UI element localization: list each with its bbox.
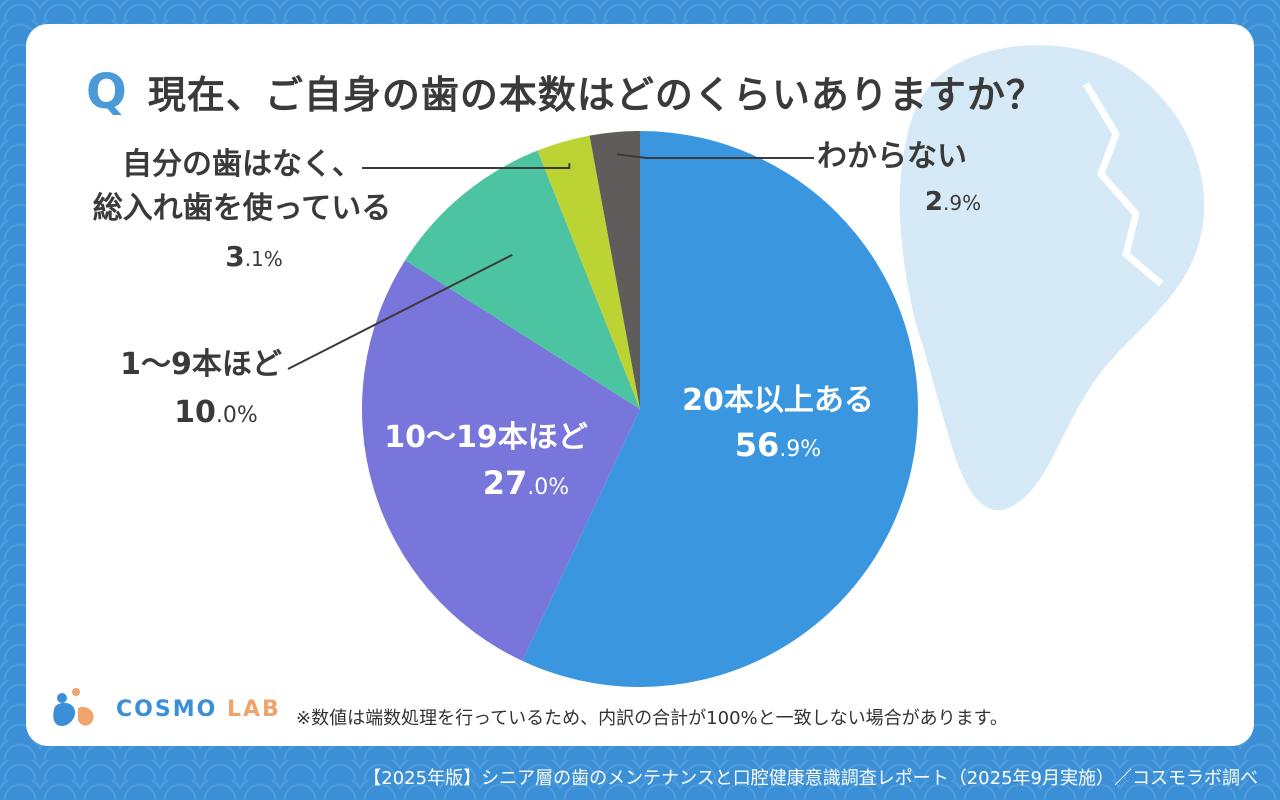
footer-source: 【2025年版】シニア層の歯のメンテナンスと口腔健康意識調査レポート（2025年… [363, 768, 1258, 789]
pie-chart: 20本以上ある 56.9% 10～19本ほど 27.0% 1～9本ほど 10.0% 自分の歯… [93, 131, 981, 687]
slice-label-3-line2: 総入れ歯を使っている [93, 191, 392, 226]
leader-line-4 [616, 153, 814, 159]
leader-line-3 [362, 163, 571, 169]
slice-label-4: わからない [817, 139, 967, 174]
slice-value-2: 10.0% [174, 395, 258, 430]
slice-label-2: 1～9本ほど [120, 347, 282, 382]
slice-label-3-line1: 自分の歯はなく、 [122, 147, 362, 182]
rounding-note: ※数値は端数処理を行っているため、内訳の合計が100%と一致しない場合があります… [296, 708, 1008, 729]
pie-slice-1 [361, 260, 640, 661]
pie-slice-2 [405, 150, 640, 409]
question-text: 現在、ご自身の歯の本数はどのくらいありますか？ [147, 73, 1045, 117]
slice-value-3: 3.1% [225, 240, 283, 273]
slice-value-4: 2.9% [925, 187, 981, 217]
logo-brand: COSMO [116, 696, 218, 722]
logo-wordmark: COSMO LAB [116, 697, 281, 722]
leader-line-2 [287, 253, 513, 370]
slice-label-1: 10～19本ほど [384, 420, 588, 455]
tooth-logo-icon [53, 688, 94, 726]
slice-value-1: 27.0% [483, 464, 569, 502]
question-mark-q: Q [86, 64, 128, 120]
slice-label-0: 20本以上ある [682, 383, 874, 418]
content-card: Q 現在、ご自身の歯の本数はどのくらいありますか？ 20本以上ある 56.9% 10～… [26, 24, 1254, 746]
page-title: Q 現在、ご自身の歯の本数はどのくらいありますか？ [86, 64, 1045, 120]
cosmo-lab-logo: COSMO LAB [48, 686, 281, 732]
tooth-background-icon [899, 45, 1205, 511]
pie-slice-3 [537, 135, 640, 409]
pie-slice-0 [522, 131, 918, 687]
slice-value-0: 56.9% [735, 426, 821, 464]
pie-slice-4 [589, 131, 640, 409]
logo-suffix: LAB [226, 696, 281, 722]
